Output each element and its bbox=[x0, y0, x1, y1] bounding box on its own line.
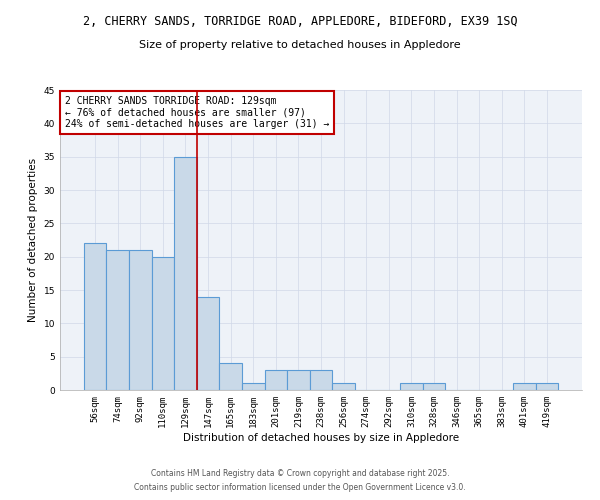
Bar bbox=[242, 384, 265, 390]
Bar bbox=[220, 364, 242, 390]
Bar bbox=[106, 250, 129, 390]
Bar bbox=[536, 384, 558, 390]
Y-axis label: Number of detached properties: Number of detached properties bbox=[28, 158, 38, 322]
Text: 2, CHERRY SANDS, TORRIDGE ROAD, APPLEDORE, BIDEFORD, EX39 1SQ: 2, CHERRY SANDS, TORRIDGE ROAD, APPLEDOR… bbox=[83, 15, 517, 28]
Bar bbox=[197, 296, 220, 390]
Bar bbox=[129, 250, 152, 390]
Text: 2 CHERRY SANDS TORRIDGE ROAD: 129sqm
← 76% of detached houses are smaller (97)
2: 2 CHERRY SANDS TORRIDGE ROAD: 129sqm ← 7… bbox=[65, 96, 329, 129]
Text: Contains public sector information licensed under the Open Government Licence v3: Contains public sector information licen… bbox=[134, 484, 466, 492]
Text: Size of property relative to detached houses in Appledore: Size of property relative to detached ho… bbox=[139, 40, 461, 50]
Bar bbox=[84, 244, 106, 390]
Bar bbox=[400, 384, 422, 390]
Bar bbox=[310, 370, 332, 390]
Bar bbox=[265, 370, 287, 390]
Bar bbox=[332, 384, 355, 390]
Bar bbox=[513, 384, 536, 390]
Text: Contains HM Land Registry data © Crown copyright and database right 2025.: Contains HM Land Registry data © Crown c… bbox=[151, 468, 449, 477]
X-axis label: Distribution of detached houses by size in Appledore: Distribution of detached houses by size … bbox=[183, 432, 459, 442]
Bar bbox=[152, 256, 174, 390]
Bar bbox=[287, 370, 310, 390]
Bar bbox=[174, 156, 197, 390]
Bar bbox=[422, 384, 445, 390]
